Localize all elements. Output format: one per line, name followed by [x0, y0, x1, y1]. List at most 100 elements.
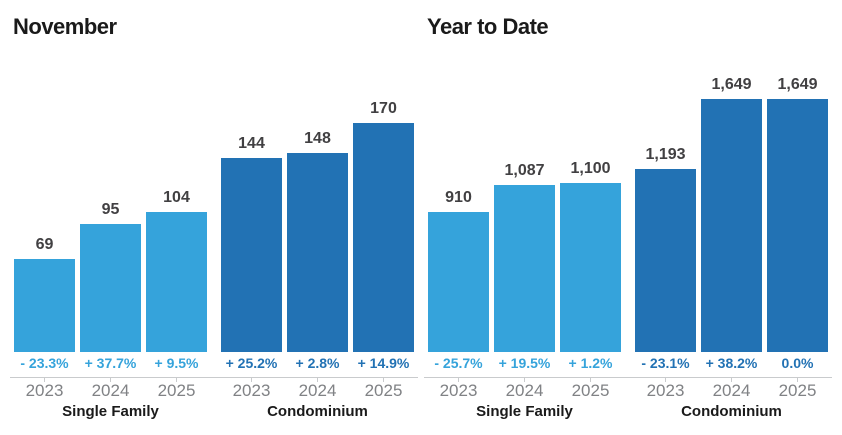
- axis-tick: [110, 378, 111, 382]
- bar-condominium-2023: [221, 158, 282, 352]
- bar-single-family-2023: [14, 259, 75, 352]
- percent-change-label: + 14.9%: [357, 355, 410, 371]
- group-label-condominium: Condominium: [267, 403, 368, 420]
- bar-column-single-family-2025: 1,100: [560, 160, 621, 352]
- tick-group-condominium: [635, 378, 828, 382]
- axis-tick-cell: [428, 378, 489, 382]
- year-label-2023: 2023: [646, 381, 685, 400]
- bar-column-single-family-2023: 69: [14, 236, 75, 352]
- bar-plot-year-to-date: 910 1,087 1,100 1,193 1,649 1,649: [428, 76, 828, 352]
- bar-plot-november: 69 95 104 144 148 170: [14, 100, 414, 352]
- bar-column-condominium-2023: 1,193: [635, 146, 696, 352]
- percent-change-label: + 9.5%: [154, 355, 199, 371]
- percent-change-label: - 23.3%: [20, 355, 69, 371]
- chart-year-to-date: Year to Date 910 1,087 1,100 1,193 1,649 1,64…: [424, 0, 832, 435]
- year-labels-row-november: 2023 2024 2025 2023 2024 2025: [14, 381, 414, 401]
- bar-group-single-family: 69 95 104: [14, 189, 207, 352]
- bar-single-family-2024: [80, 224, 141, 352]
- percent-change-label: - 23.1%: [641, 355, 690, 371]
- bar-value-label: 910: [445, 189, 472, 206]
- axis-tick: [590, 378, 591, 382]
- percent-change-label: + 25.2%: [225, 355, 278, 371]
- bar-value-label: 1,087: [504, 162, 545, 179]
- bar-condominium-2025: [353, 123, 414, 352]
- percent-change-label: + 1.2%: [568, 355, 613, 371]
- axis-tick-cell: [14, 378, 75, 382]
- group-label-condominium: Condominium: [681, 403, 782, 420]
- axis-tick: [44, 378, 45, 382]
- percent-change-label: + 37.7%: [84, 355, 137, 371]
- bar-single-family-2023: [428, 212, 489, 352]
- x-axis-line-november: [10, 377, 418, 378]
- axis-tick: [731, 378, 732, 382]
- bar-value-label: 1,193: [645, 146, 686, 163]
- axis-tick: [665, 378, 666, 382]
- axis-tick-cell: [146, 378, 207, 382]
- axis-tick-cell: [80, 378, 141, 382]
- bar-value-label: 95: [101, 201, 120, 218]
- bar-group-condominium: 1,193 1,649 1,649: [635, 76, 828, 352]
- year-label-2023: 2023: [25, 381, 64, 400]
- percent-change-label: + 2.8%: [295, 355, 340, 371]
- bar-value-label: 1,649: [777, 76, 818, 93]
- year-label-2023: 2023: [439, 381, 478, 400]
- year-labels-row-year-to-date: 2023 2024 2025 2023 2024 2025: [428, 381, 828, 401]
- bar-value-label: 69: [35, 236, 54, 253]
- bar-value-label: 104: [163, 189, 190, 206]
- bar-condominium-2023: [635, 169, 696, 352]
- bar-column-single-family-2024: 95: [80, 201, 141, 352]
- percent-change-label: + 19.5%: [498, 355, 551, 371]
- bar-single-family-2025: [560, 183, 621, 352]
- axis-tick-cell: [767, 378, 828, 382]
- year-label-2024: 2024: [712, 381, 751, 400]
- bar-column-condominium-2023: 144: [221, 135, 282, 352]
- bar-column-single-family-2023: 910: [428, 189, 489, 352]
- year-group-single-family: 2023 2024 2025: [14, 381, 207, 401]
- tick-group-single-family: [14, 378, 207, 382]
- bar-condominium-2024: [287, 153, 348, 352]
- axis-tick-cell: [701, 378, 762, 382]
- bar-value-label: 1,100: [570, 160, 611, 177]
- axis-tick-cell: [287, 378, 348, 382]
- axis-tick: [317, 378, 318, 382]
- axis-tick: [383, 378, 384, 382]
- chart-title-november: November: [13, 14, 117, 39]
- percent-change-label: - 25.7%: [434, 355, 483, 371]
- axis-tick: [458, 378, 459, 382]
- percent-group-condominium: + 25.2% + 2.8% + 14.9%: [221, 355, 414, 371]
- bar-column-condominium-2024: 1,649: [701, 76, 762, 352]
- percent-change-row-november: - 23.3% + 37.7% + 9.5% + 25.2% + 2.8% + 14.9%: [14, 355, 414, 371]
- chart-november: November 69 95 104 144 148 170 - 23.3% + 37.7%…: [10, 0, 418, 435]
- bar-value-label: 170: [370, 100, 397, 117]
- bar-group-single-family: 910 1,087 1,100: [428, 160, 621, 352]
- axis-tick: [176, 378, 177, 382]
- group-label-single-family: Single Family: [476, 403, 573, 420]
- x-axis-line-year-to-date: [424, 377, 832, 378]
- x-axis-ticks-year-to-date: [428, 378, 828, 382]
- bar-value-label: 144: [238, 135, 265, 152]
- bar-group-condominium: 144 148 170: [221, 100, 414, 352]
- bar-column-condominium-2024: 148: [287, 130, 348, 352]
- bar-column-condominium-2025: 170: [353, 100, 414, 352]
- bar-column-condominium-2025: 1,649: [767, 76, 828, 352]
- percent-change-row-year-to-date: - 25.7% + 19.5% + 1.2% - 23.1% + 38.2% 0.0%: [428, 355, 828, 371]
- year-group-condominium: 2023 2024 2025: [221, 381, 414, 401]
- year-label-2025: 2025: [778, 381, 817, 400]
- axis-tick-cell: [494, 378, 555, 382]
- tick-group-condominium: [221, 378, 414, 382]
- year-label-2025: 2025: [571, 381, 610, 400]
- axis-tick: [251, 378, 252, 382]
- bar-value-label: 148: [304, 130, 331, 147]
- chart-title-year-to-date: Year to Date: [427, 14, 549, 39]
- year-group-condominium: 2023 2024 2025: [635, 381, 828, 401]
- group-labels-row-year-to-date: Single Family Condominium: [428, 403, 828, 420]
- tick-group-single-family: [428, 378, 621, 382]
- year-label-2023: 2023: [232, 381, 271, 400]
- year-label-2024: 2024: [91, 381, 130, 400]
- percent-group-single-family: - 23.3% + 37.7% + 9.5%: [14, 355, 207, 371]
- percent-change-label: 0.0%: [781, 355, 814, 371]
- axis-tick-cell: [635, 378, 696, 382]
- bar-column-single-family-2025: 104: [146, 189, 207, 352]
- bar-single-family-2024: [494, 185, 555, 352]
